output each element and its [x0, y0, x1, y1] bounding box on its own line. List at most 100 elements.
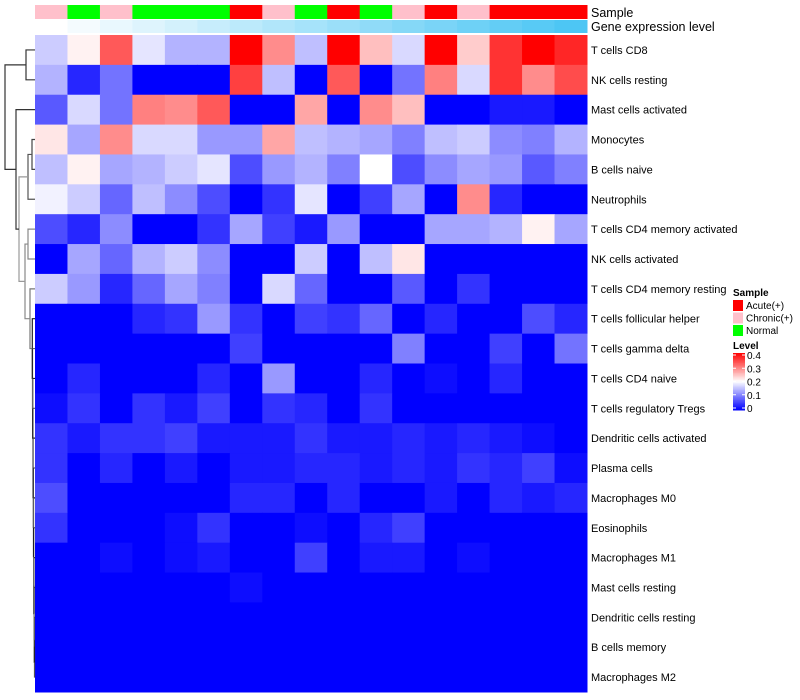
heatmap-cell: [35, 244, 68, 275]
heatmap-cell: [132, 124, 166, 155]
heatmap-cell: [262, 363, 296, 394]
heatmap-cell: [132, 512, 166, 544]
heatmap-cell: [392, 303, 426, 335]
heatmap-cell: [424, 632, 458, 663]
heatmap-cell: [35, 393, 68, 424]
heatmap-cell: [457, 482, 491, 514]
colorbar-segment: [733, 371, 745, 374]
heatmap-cell: [554, 124, 588, 155]
heatmap-cell: [554, 512, 588, 544]
heatmap-cell: [522, 64, 556, 96]
heatmap-cell: [262, 512, 296, 544]
gene-expression-annotation-label: Gene expression level: [591, 20, 715, 34]
heatmap-cell: [489, 303, 523, 335]
heatmap-cell: [132, 35, 166, 66]
heatmap-cell: [294, 35, 328, 66]
heatmap-cell: [522, 273, 556, 305]
heatmap-cell: [99, 602, 133, 633]
heatmap-cell: [35, 423, 68, 454]
heatmap-cell: [229, 632, 263, 663]
colorbar-segment: [733, 394, 745, 397]
heatmap-cell: [229, 453, 263, 484]
heatmap-cell: [164, 482, 198, 514]
heatmap-cell: [554, 542, 588, 574]
colorbar-segment: [733, 377, 745, 380]
heatmap-cell: [132, 572, 166, 603]
heatmap-cell: [294, 453, 328, 484]
heatmap-cell: [294, 273, 328, 305]
sample-annotation-cell: [327, 5, 361, 19]
gene-expression-annotation-cell: [164, 20, 198, 33]
heatmap-cell: [392, 124, 426, 155]
heatmap-cell: [99, 542, 133, 574]
heatmap-cell: [359, 64, 393, 96]
heatmap-cell: [262, 602, 296, 633]
heatmap-cell: [229, 184, 263, 215]
heatmap-cell: [164, 542, 198, 574]
gene-expression-annotation-cell: [457, 20, 491, 33]
heatmap-cell: [229, 214, 263, 245]
heatmap-cell: [229, 482, 263, 514]
colorbar-segment: [733, 368, 745, 371]
heatmap-cell: [67, 35, 101, 66]
row-label: B cells memory: [591, 642, 667, 654]
heatmap-cell: [489, 64, 523, 96]
heatmap-cell: [67, 184, 101, 215]
sample-annotation-cell: [99, 5, 133, 19]
heatmap-cell: [197, 453, 231, 484]
heatmap-cell: [359, 453, 393, 484]
heatmap-cell: [327, 482, 361, 514]
heatmap-cell: [424, 482, 458, 514]
heatmap-cell: [262, 94, 296, 126]
heatmap-cell: [522, 333, 556, 364]
heatmap-cell: [294, 184, 328, 215]
heatmap-cell: [457, 124, 491, 155]
heatmap-cell: [132, 333, 166, 364]
heatmap-cell: [327, 602, 361, 633]
heatmap-cell: [457, 184, 491, 215]
heatmap-cell: [392, 273, 426, 305]
colorbar-segment: [733, 361, 745, 364]
heatmap-cell: [457, 602, 491, 633]
heatmap-cell: [522, 512, 556, 544]
heatmap-cell: [99, 572, 133, 603]
heatmap-cell: [457, 94, 491, 126]
heatmap-cell: [229, 572, 263, 603]
heatmap-cell: [35, 602, 68, 633]
colorbar-segment: [733, 354, 745, 357]
colorbar-segment: [733, 358, 745, 361]
heatmap-cell: [67, 94, 101, 126]
heatmap-cell: [229, 154, 263, 185]
row-label: NK cells activated: [591, 254, 678, 266]
row-label: Neutrophils: [591, 194, 647, 206]
heatmap-cell: [522, 35, 556, 66]
colorbar-segment: [733, 381, 745, 384]
colorbar-segment: [733, 388, 745, 391]
heatmap-cell: [457, 572, 491, 603]
heatmap-cell: [359, 154, 393, 185]
heatmap-cell: [35, 453, 68, 484]
heatmap-cell: [522, 303, 556, 335]
heatmap-cell: [67, 482, 101, 514]
heatmap-cell: [457, 423, 491, 454]
heatmap-cell: [294, 572, 328, 603]
heatmap-cell: [327, 244, 361, 275]
heatmap-cell: [294, 94, 328, 126]
heatmap-cell: [35, 632, 68, 663]
colorbar-segment: [733, 405, 745, 408]
heatmap-cell: [99, 184, 133, 215]
heatmap-cell: [327, 393, 361, 424]
row-label: Dendritic cells resting: [591, 612, 696, 624]
heatmap-cell: [197, 214, 231, 245]
heatmap-cell: [197, 482, 231, 514]
gene-expression-annotation-cell: [327, 20, 361, 33]
row-label: T cells CD4 memory resting: [591, 284, 727, 296]
sample-annotation-cell: [489, 5, 523, 19]
heatmap-cell: [132, 632, 166, 663]
heatmap-cell: [327, 423, 361, 454]
heatmap-cell: [164, 632, 198, 663]
heatmap-cell: [229, 94, 263, 126]
heatmap-cell: [327, 572, 361, 603]
heatmap-cell: [457, 542, 491, 574]
heatmap-cell: [457, 64, 491, 96]
